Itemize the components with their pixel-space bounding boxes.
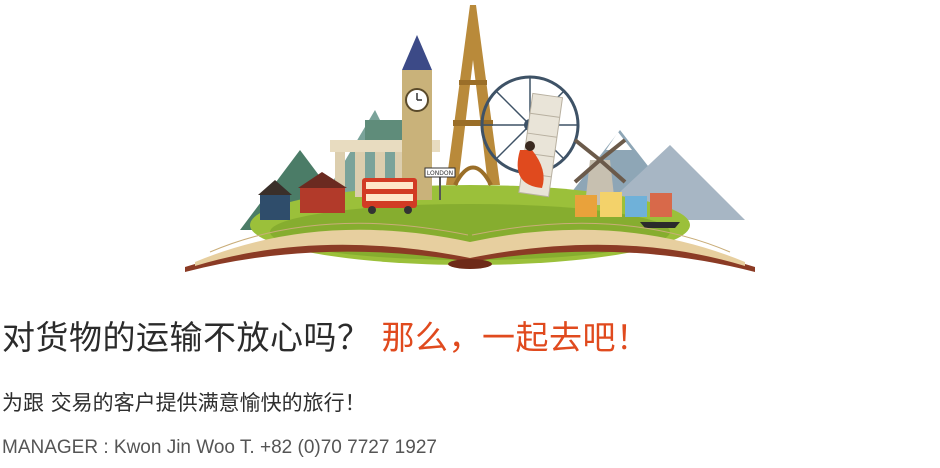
houses-right [575,192,680,228]
red-double-decker-bus [362,178,417,214]
houses-left [258,172,347,220]
tagline: 为跟 交易的客户提供满意愉快的旅行！ [2,391,366,415]
open-book-travel-illustration: LONDON [185,5,755,272]
open-book [185,222,755,272]
manager-contact: MANAGER : Kwon Jin Woo T. +82 (0)70 7727… [2,437,437,458]
london-signpost: LONDON [424,167,456,200]
flamenco-dancer [517,141,544,188]
bus-sign-text: LONDON [427,170,453,177]
headline-question: 对货物的运输不放心吗？ [2,318,371,357]
big-ben-tower [402,35,432,200]
headline: 对货物的运输不放心吗？ 那么，一起去吧！ [2,316,650,360]
headline-call-to-action: 那么，一起去吧！ [381,318,650,357]
eiffel-tower [446,5,500,186]
